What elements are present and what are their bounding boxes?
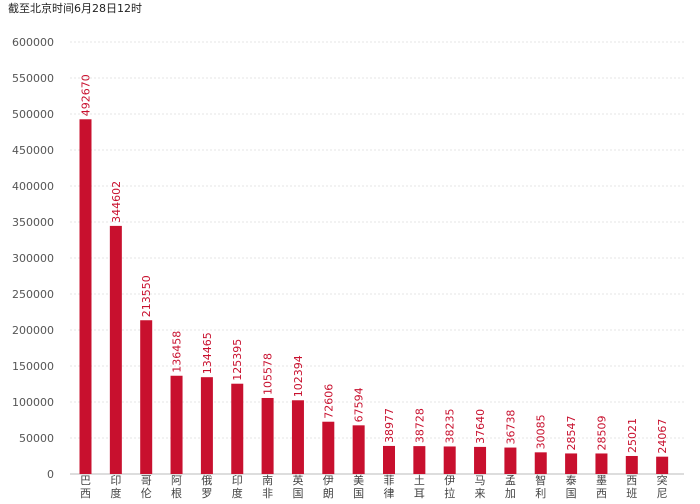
x-tick-label-char: 伦: [141, 486, 152, 500]
y-tick-label: 250000: [12, 288, 54, 301]
x-tick-label-char: 尼: [657, 487, 668, 500]
x-tick-label-char: 国: [566, 487, 577, 500]
y-tick-label: 300000: [12, 252, 54, 265]
bar: [413, 446, 426, 474]
x-tick-label-char: 突: [657, 473, 668, 487]
x-tick-label-char: 非: [262, 487, 273, 500]
x-tick-label-char: 来: [475, 487, 486, 500]
bar: [170, 375, 183, 474]
data-label: 28547: [565, 415, 578, 450]
y-tick-label: 150000: [12, 360, 54, 373]
bar: [504, 447, 517, 474]
x-tick-label-char: 泰: [566, 473, 577, 487]
y-tick-label: 500000: [12, 108, 54, 121]
x-tick-label-char: 伊: [444, 474, 455, 487]
y-tick-label: 400000: [12, 180, 54, 193]
y-tick-label: 550000: [12, 72, 54, 85]
x-tick-label-char: 耳: [414, 487, 425, 500]
y-tick-label: 0: [47, 468, 54, 481]
data-label: 38728: [413, 408, 426, 443]
x-tick-label-char: 印: [232, 474, 243, 487]
x-tick-label-char: 智: [535, 473, 546, 487]
data-label: 105578: [262, 353, 275, 395]
x-tick-label-char: 加: [505, 487, 516, 500]
bar: [322, 421, 335, 474]
x-tick-label-char: 墨: [596, 474, 607, 487]
data-label: 125395: [231, 339, 244, 381]
data-label: 213550: [140, 275, 153, 317]
data-label: 38235: [444, 408, 457, 443]
data-label: 24067: [656, 419, 669, 454]
data-label: 37640: [474, 409, 487, 444]
y-tick-label: 350000: [12, 216, 54, 229]
bar: [261, 397, 274, 474]
bar: [565, 453, 578, 474]
bar: [656, 456, 669, 474]
x-tick-label-char: 英: [292, 473, 303, 487]
data-label: 344602: [110, 181, 123, 223]
y-tick-label: 100000: [12, 396, 54, 409]
y-tick-label: 450000: [12, 144, 54, 157]
data-label: 38977: [383, 408, 396, 443]
chart-subtitle: 截至北京时间6月28日12时: [8, 2, 142, 15]
x-tick-label-char: 南: [262, 474, 273, 487]
y-tick-label: 200000: [12, 324, 54, 337]
y-tick-label: 50000: [19, 432, 54, 445]
x-tick-label-char: 利: [535, 487, 546, 500]
y-tick-label: 600000: [12, 36, 54, 49]
bar: [291, 400, 304, 474]
x-tick-label-char: 罗: [201, 487, 212, 500]
bar: [200, 377, 213, 474]
bar: [109, 225, 122, 474]
data-label: 30085: [535, 414, 548, 449]
x-tick-label-char: 伊: [323, 474, 334, 487]
x-tick-label-char: 班: [626, 487, 637, 500]
x-tick-label-char: 律: [384, 487, 395, 500]
x-tick-label-char: 西: [596, 487, 607, 500]
bar: [625, 455, 638, 474]
bar: [474, 446, 487, 474]
x-tick-label-char: 度: [110, 486, 121, 500]
x-tick-label-char: 哥: [141, 474, 152, 487]
x-tick-label-char: 孟: [505, 474, 516, 487]
bar: [443, 446, 456, 474]
x-tick-label-char: 阿: [171, 474, 182, 487]
x-tick-label-char: 朗: [323, 487, 334, 500]
x-tick-label-char: 根: [171, 486, 182, 500]
x-tick-label-char: 菲: [384, 474, 395, 487]
data-label: 72606: [322, 384, 335, 419]
x-tick-label-char: 拉: [444, 486, 455, 500]
bar: [595, 453, 608, 474]
bar: [352, 425, 365, 474]
x-tick-label-char: 国: [292, 487, 303, 500]
data-label: 25021: [626, 418, 639, 453]
x-tick-label-char: 俄: [201, 474, 212, 487]
x-tick-label-char: 巴: [80, 474, 91, 487]
x-tick-label-char: 西: [626, 474, 637, 487]
x-tick-label-char: 国: [353, 487, 364, 500]
bar: [231, 383, 244, 474]
data-label: 492670: [80, 74, 93, 116]
x-tick-label-char: 西: [80, 487, 91, 500]
data-label: 134465: [201, 332, 214, 374]
bar: [140, 320, 153, 474]
bar: [79, 119, 92, 475]
x-tick-label-char: 土: [414, 474, 425, 487]
data-label: 102394: [292, 355, 305, 397]
data-label: 136458: [171, 331, 184, 373]
x-tick-label-char: 度: [232, 486, 243, 500]
data-label: 36738: [504, 410, 517, 445]
x-tick-label-char: 马: [475, 474, 486, 487]
data-label: 67594: [353, 387, 366, 422]
bar: [534, 452, 547, 474]
bar: [383, 445, 395, 474]
x-tick-label-char: 印: [110, 474, 121, 487]
x-tick-label-char: 美: [353, 474, 364, 487]
data-label: 28509: [595, 415, 608, 450]
